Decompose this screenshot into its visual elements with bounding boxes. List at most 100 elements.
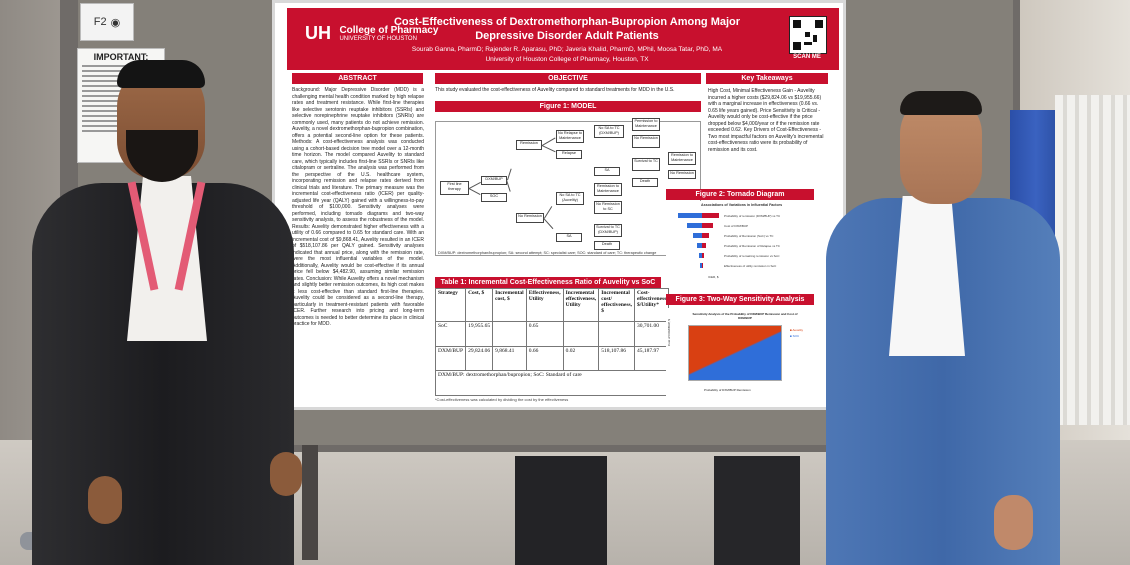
- node-death: Death: [594, 241, 620, 250]
- table-cell: DXM/BUP: [434, 345, 467, 372]
- node-no-remission-sc: No Remission to SC: [594, 201, 622, 214]
- node-survival: Survival to TC (DXM/BUP): [594, 224, 622, 237]
- node-survival-2: Survival to TC: [632, 158, 660, 171]
- table-header-cell: Effectiveness, Utility: [525, 288, 564, 322]
- table-cell: 30,701.00: [633, 321, 670, 347]
- sensitivity-plot-area: [688, 325, 782, 381]
- table-cell: 0.02: [562, 345, 600, 372]
- table-cell: 518,107.86: [598, 345, 635, 372]
- table-header-cell: Incremental effectiveness, Utility: [562, 288, 600, 322]
- tornado-factor-label: Probability of Remission of Relapse vs T…: [724, 244, 780, 248]
- scan-me-label: SCAN ME: [793, 54, 821, 60]
- table-note: *Cost-effectiveness was calculated by di…: [435, 397, 569, 402]
- legend-auvelity: ■ Auvelity: [790, 328, 803, 332]
- sensitivity-xlabel: Probability of DXM/BUP Remission: [704, 388, 751, 392]
- tornado-factor-label: Probability of Remission (SoC) vs TC: [724, 234, 774, 238]
- college-logo: UH College of Pharmacy UNIVERSITY OF HOU…: [305, 23, 438, 44]
- hand: [270, 452, 302, 496]
- tornado-bar-high: [702, 233, 709, 238]
- poster-authors: Sourab Ganna, PharmD; Rajender R. Aparas…: [382, 45, 752, 65]
- table-row: DXM/BUP 29,824.06 9,868.41 0.66 0.02 518…: [434, 345, 670, 372]
- takeaways-text: High Cost, Minimal Effectiveness Gain - …: [708, 88, 824, 153]
- white-curtain: [1055, 95, 1130, 425]
- objective-text: This study evaluated the cost-effectiven…: [435, 87, 675, 93]
- hand: [994, 495, 1033, 550]
- tornado-factor-label: Probability of remaining remission vs So…: [724, 254, 780, 258]
- table-cell: [562, 321, 600, 347]
- table-header-cell: Cost, $: [465, 288, 494, 322]
- booth-number: F2: [93, 16, 107, 28]
- person-in-background-legs: [714, 456, 800, 565]
- legend-auvelity-label: Auvelity: [792, 328, 803, 332]
- two-way-sensitivity-chart: Sensitivity Analysis of the Probability …: [666, 308, 814, 403]
- tornado-bar-high: [702, 253, 705, 258]
- node-no-remission-2: No Remission: [632, 135, 660, 148]
- tornado-bar-low: [700, 263, 702, 268]
- research-poster: UH College of Pharmacy UNIVERSITY OF HOU…: [272, 0, 846, 410]
- legend-soc: ■ SOC: [790, 334, 800, 338]
- table-header-cell: Incremental cost, $: [492, 288, 527, 322]
- table-header-row: Strategy Cost, $ Incremental cost, $ Eff…: [434, 288, 670, 322]
- takeaways-heading: Key Takeaways: [706, 73, 828, 84]
- objective-heading: OBJECTIVE: [435, 73, 701, 84]
- table-cell: 19,955.65: [465, 321, 494, 347]
- node-soc: SOC: [481, 193, 507, 202]
- affiliation-line: University of Houston College of Pharmac…: [485, 56, 649, 63]
- table-cell: SoC: [434, 321, 467, 347]
- tornado-bar-high: [702, 243, 706, 248]
- table-header-cell: Incremental cost/ effectiveness, $: [598, 288, 635, 322]
- authors-line: Sourab Ganna, PharmD; Rajender R. Aparas…: [411, 46, 723, 53]
- table-cell: 0.66: [525, 345, 564, 372]
- sensitivity-title: Sensitivity Analysis of the Probability …: [692, 312, 798, 320]
- hand: [88, 476, 122, 524]
- hair: [117, 60, 205, 88]
- model-diagram: First line therapy DXM/BUP SOC Remission…: [435, 118, 701, 256]
- tornado-axis-label: ICER, $: [708, 275, 719, 279]
- tornado-bar-low: [696, 243, 702, 248]
- node-permission: Permission to Maintenance: [632, 118, 660, 131]
- tornado-bar-high: [702, 263, 704, 268]
- tornado-title: Associations of Variations in Influentia…: [701, 203, 783, 207]
- figure3-heading: Figure 3: Two-Way Sensitivity Analysis: [666, 294, 814, 305]
- white-shirt: [889, 196, 965, 356]
- logo-sub-text: UNIVERSITY OF HOUSTON: [339, 36, 417, 42]
- notice-title: IMPORTANT:: [93, 52, 149, 62]
- node-sa: SA: [556, 233, 582, 242]
- logo-main-text: College of Pharmacy: [339, 25, 439, 36]
- board-stand-pole: [302, 445, 318, 560]
- table-cell: 0.65: [525, 321, 564, 347]
- node-no-relapse: No Relapse to Maintenance: [556, 130, 584, 143]
- table-cell: 45,187.97: [633, 345, 670, 372]
- badge-icon: ◉: [110, 16, 121, 29]
- uh-logo-icon: UH: [305, 23, 331, 43]
- tornado-bar-low: [686, 223, 702, 228]
- table-header-cell: Cost-effectiveness $/Utility*: [633, 288, 670, 322]
- table-row: SoC 19,955.65 0.65 30,701.00: [434, 321, 670, 347]
- person-in-background-legs: [515, 456, 607, 565]
- table-cell: [598, 321, 635, 347]
- table-cell: 29,824.06: [465, 345, 494, 372]
- table-footnote: DXM/BUP: dextromethorphan/bupropion; SoC…: [434, 370, 670, 396]
- icer-table: Strategy Cost, $ Incremental cost, $ Eff…: [434, 288, 670, 396]
- poster-title: Cost-Effectiveness of Dextromethorphan-B…: [393, 16, 741, 42]
- poster-header: UH College of Pharmacy UNIVERSITY OF HOU…: [287, 8, 839, 70]
- figure1-heading: Figure 1: MODEL: [435, 101, 701, 112]
- sensitivity-ylabel: Cost of DXM/BUP, $: [667, 319, 671, 346]
- tornado-bar-high: [702, 223, 714, 228]
- figure2-heading: Figure 2: Tornado Diagram: [666, 189, 814, 200]
- node-remission-maint: Remission to Maintenance: [594, 183, 622, 196]
- node-final-no-remission: No Remission: [668, 170, 696, 179]
- tornado-bar-high: [702, 213, 720, 218]
- tornado-bar-low: [698, 253, 702, 258]
- node-no-sa: No SA to TC (Auvelity): [556, 192, 584, 205]
- booth-number-card: F2 ◉: [80, 3, 134, 41]
- node-dxm-bup: DXM/BUP: [481, 176, 507, 185]
- tornado-bar-low: [678, 213, 702, 218]
- tornado-diagram: Associations of Variations in Influentia…: [666, 201, 814, 283]
- model-caption: DXM/BUP: dextromethorphan/bupropion; SA:…: [438, 251, 657, 255]
- node-no-remission: No Remission: [516, 213, 544, 223]
- abstract-heading: ABSTRACT: [292, 73, 423, 84]
- node-relapse: Relapse: [556, 150, 582, 159]
- node-nsa-tc: No SA to TC (DXM/BUP): [594, 125, 624, 138]
